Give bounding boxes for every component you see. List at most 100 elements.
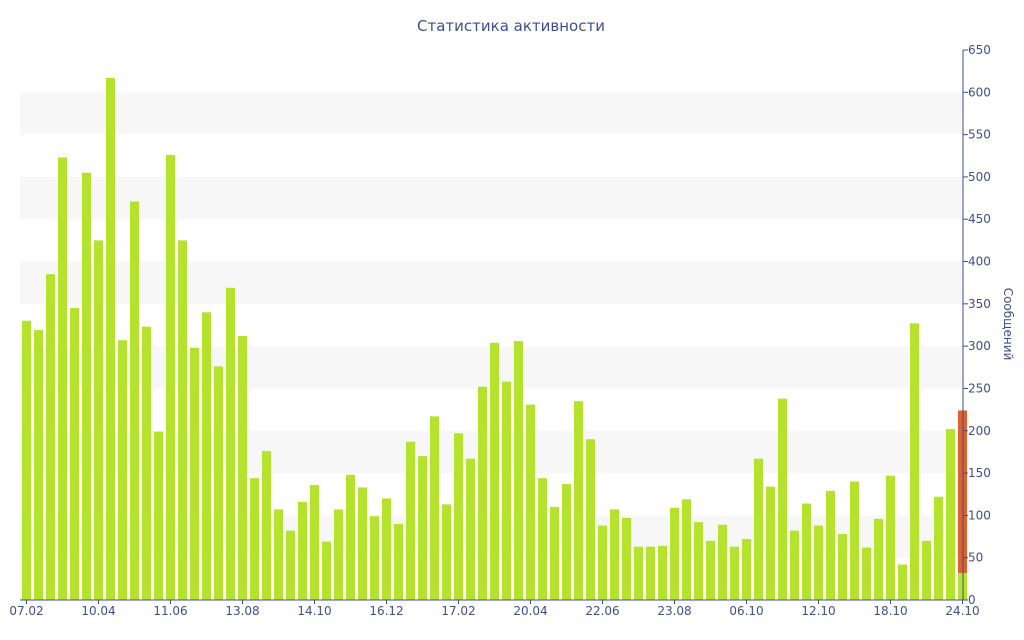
chart-title: Статистика активности [417,17,605,35]
bar [358,487,367,600]
bar [898,564,907,600]
bar [70,308,79,600]
x-tick-label: 11.06 [153,604,187,618]
bar [58,157,67,600]
bar [910,323,919,600]
x-tick-label: 16.12 [369,604,403,618]
bar [166,154,175,600]
bar [142,326,151,600]
bar [454,433,463,600]
bar [370,516,379,600]
bar [838,534,847,600]
bar [658,545,667,600]
bar [106,77,115,600]
bar [550,506,559,600]
bar [22,320,31,600]
bar [694,522,703,600]
bar [646,546,655,600]
grid-band [20,92,963,135]
y-tick-label: 200 [968,424,991,438]
bar [790,530,799,600]
y-tick-label: 150 [968,466,991,480]
grid-bands [20,92,963,558]
bar [826,490,835,600]
bar [622,517,631,600]
x-tick-label: 10.04 [81,604,115,618]
bar [322,541,331,600]
bar [526,404,535,600]
bar [934,496,943,600]
bar [754,458,763,600]
bar [706,540,715,600]
x-tick-label: 23.08 [657,604,691,618]
bar [466,458,475,600]
bar [118,340,127,600]
x-tick-label: 17.02 [441,604,475,618]
x-tick-label: 12.10 [801,604,835,618]
bar [154,431,163,600]
bar [742,539,751,600]
bar [334,509,343,600]
bar [298,501,307,600]
bar [274,509,283,600]
bar [562,484,571,600]
y-tick-label: 350 [968,297,991,311]
bar [310,484,319,600]
bar [730,546,739,600]
bar [586,439,595,600]
bar [82,172,91,600]
x-tick-label: 20.04 [513,604,547,618]
x-tick-label: 13.08 [225,604,259,618]
bar [178,240,187,600]
bar [286,530,295,600]
bar [394,523,403,600]
bar [34,330,43,600]
bar [814,525,823,600]
y-tick-label: 550 [968,128,991,142]
bar [478,386,487,600]
bar [610,509,619,600]
bar [46,274,55,600]
y-axis-ticks: 0 50 100 150 200 250 300 350 400 450 500 550 600 650 [963,43,991,607]
bar [538,478,547,600]
bar [262,451,271,600]
bar [382,498,391,600]
bar [946,429,955,600]
x-tick-label: 07.02 [9,604,43,618]
bar [514,341,523,600]
bar [862,547,871,600]
bar [346,474,355,600]
grid-band [20,176,963,220]
y-tick-label: 500 [968,170,991,184]
bar [226,287,235,600]
bar [406,441,415,600]
bar [634,546,643,600]
bar [802,503,811,600]
bar [430,416,439,600]
bar [718,524,727,600]
y-tick-label: 50 [968,551,983,565]
y-tick-label: 600 [968,85,991,99]
x-tick-label: 06.10 [729,604,763,618]
bar [418,456,427,600]
y-tick-label: 650 [968,43,991,57]
y-tick-label: 450 [968,212,991,226]
y-tick-label: 100 [968,508,991,522]
bar [766,486,775,600]
bar [250,478,259,600]
y-tick-label: 400 [968,255,991,269]
bar [130,201,139,600]
bars [22,77,967,600]
bar [682,499,691,600]
bar [190,347,199,600]
grid-band [20,261,963,304]
bar [922,540,931,600]
bar [886,475,895,600]
bar [874,518,883,600]
bar [598,525,607,600]
y-axis-label: Сообщений [1001,288,1015,361]
x-axis-ticks: 07.02 10.04 11.06 13.08 14.10 16.12 17.02 20.04… [9,600,980,618]
x-tick-label: 24.10 [945,604,979,618]
bar [238,336,247,600]
